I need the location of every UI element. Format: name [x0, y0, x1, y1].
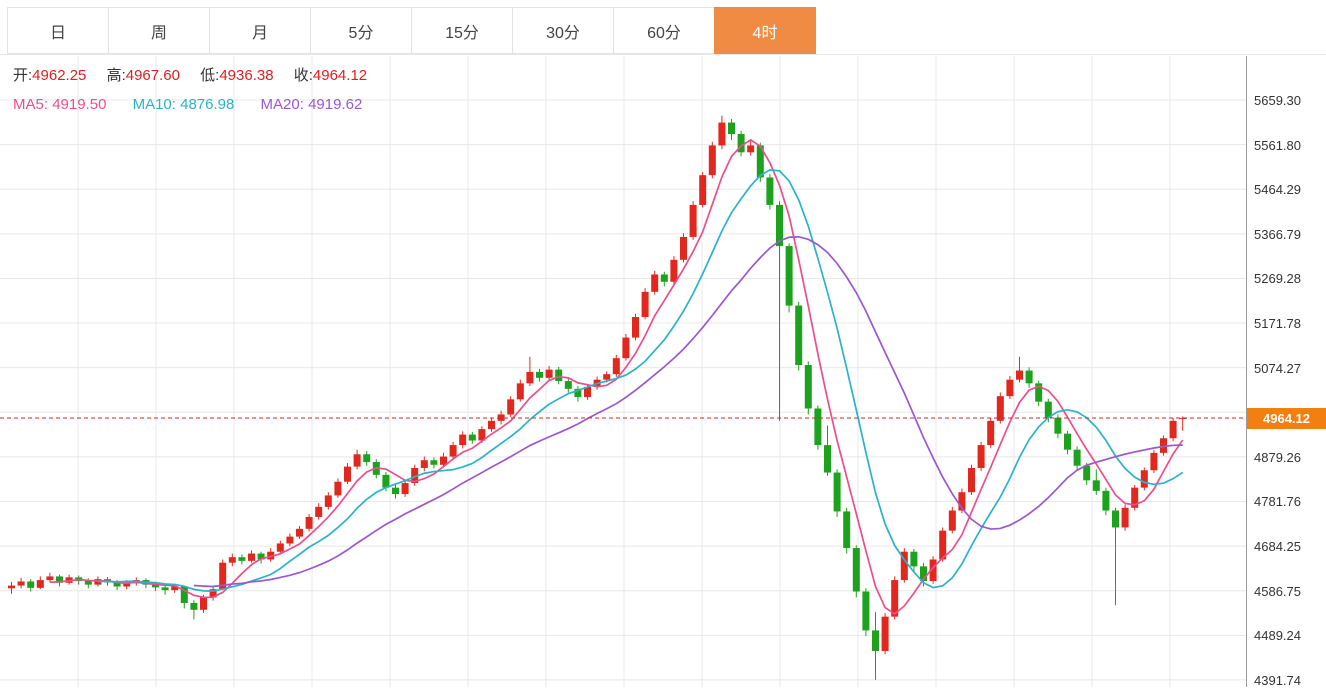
ma10-value: 4876.98	[180, 96, 235, 113]
axis-label: 4489.24	[1254, 628, 1301, 644]
current-price-badge: 4964.12	[1247, 407, 1326, 429]
low-value: 4936.38	[219, 67, 274, 84]
price-axis: 5659.30 5561.80 5464.29 5366.79 5269.28 5171.…	[1246, 56, 1326, 688]
tab-30min[interactable]: 30分	[512, 7, 614, 54]
axis-label: 4586.75	[1254, 583, 1301, 599]
ohlc-row: 开:4962.25 高:4967.60 低:4936.38 收:4964.12	[13, 61, 383, 90]
axis-label: 4781.76	[1254, 494, 1301, 510]
high-label: 高:	[106, 67, 126, 84]
ma5-label: MA5:	[13, 96, 49, 113]
tab-week[interactable]: 周	[108, 7, 210, 54]
axis-label: 5171.78	[1254, 316, 1301, 332]
ma10-label: MA10:	[132, 96, 176, 113]
chart-area[interactable]: 开:4962.25 高:4967.60 低:4936.38 收:4964.12 …	[0, 56, 1246, 687]
open-value: 4962.25	[32, 67, 87, 84]
axis-label: 4684.25	[1254, 539, 1301, 555]
axis-label: 5366.79	[1254, 226, 1301, 242]
axis-label: 5074.27	[1254, 360, 1301, 376]
axis-label: 5464.29	[1254, 182, 1301, 198]
tab-4hour[interactable]: 4时	[714, 7, 816, 54]
candlestick-chart[interactable]	[0, 56, 1246, 687]
tab-15min[interactable]: 15分	[411, 7, 513, 54]
ma20-label: MA20:	[260, 96, 304, 113]
open-label: 开:	[13, 67, 33, 84]
axis-label: 4391.74	[1254, 672, 1301, 688]
grid	[0, 56, 1246, 687]
ma5-value: 4919.50	[52, 96, 107, 113]
ma20-value: 4919.62	[308, 96, 363, 113]
axis-label: 5561.80	[1254, 137, 1301, 153]
axis-label: 4879.26	[1254, 449, 1301, 465]
candles	[8, 115, 1187, 680]
ma20-line	[193, 235, 1183, 588]
timeframe-toolbar: 日周月 5分 15分 30分 60分 4时	[0, 0, 1326, 55]
axis-label: 5269.28	[1254, 271, 1301, 287]
high-value: 4967.60	[125, 67, 180, 84]
ohlc-legend: 开:4962.25 高:4967.60 低:4936.38 收:4964.12 …	[13, 61, 383, 119]
tab-5min[interactable]: 5分	[310, 7, 412, 54]
close-label: 收:	[293, 67, 313, 84]
axis-label: 5659.30	[1254, 93, 1301, 108]
low-label: 低:	[200, 67, 220, 84]
close-value: 4964.12	[312, 67, 368, 84]
ma-row: MA5: 4919.50 MA10: 4876.98 MA20: 4919.62	[13, 90, 383, 119]
tab-month[interactable]: 月	[209, 7, 311, 54]
tab-60min[interactable]: 60分	[613, 7, 715, 54]
tab-day[interactable]: 日	[7, 7, 109, 54]
ma10-line	[97, 169, 1184, 592]
